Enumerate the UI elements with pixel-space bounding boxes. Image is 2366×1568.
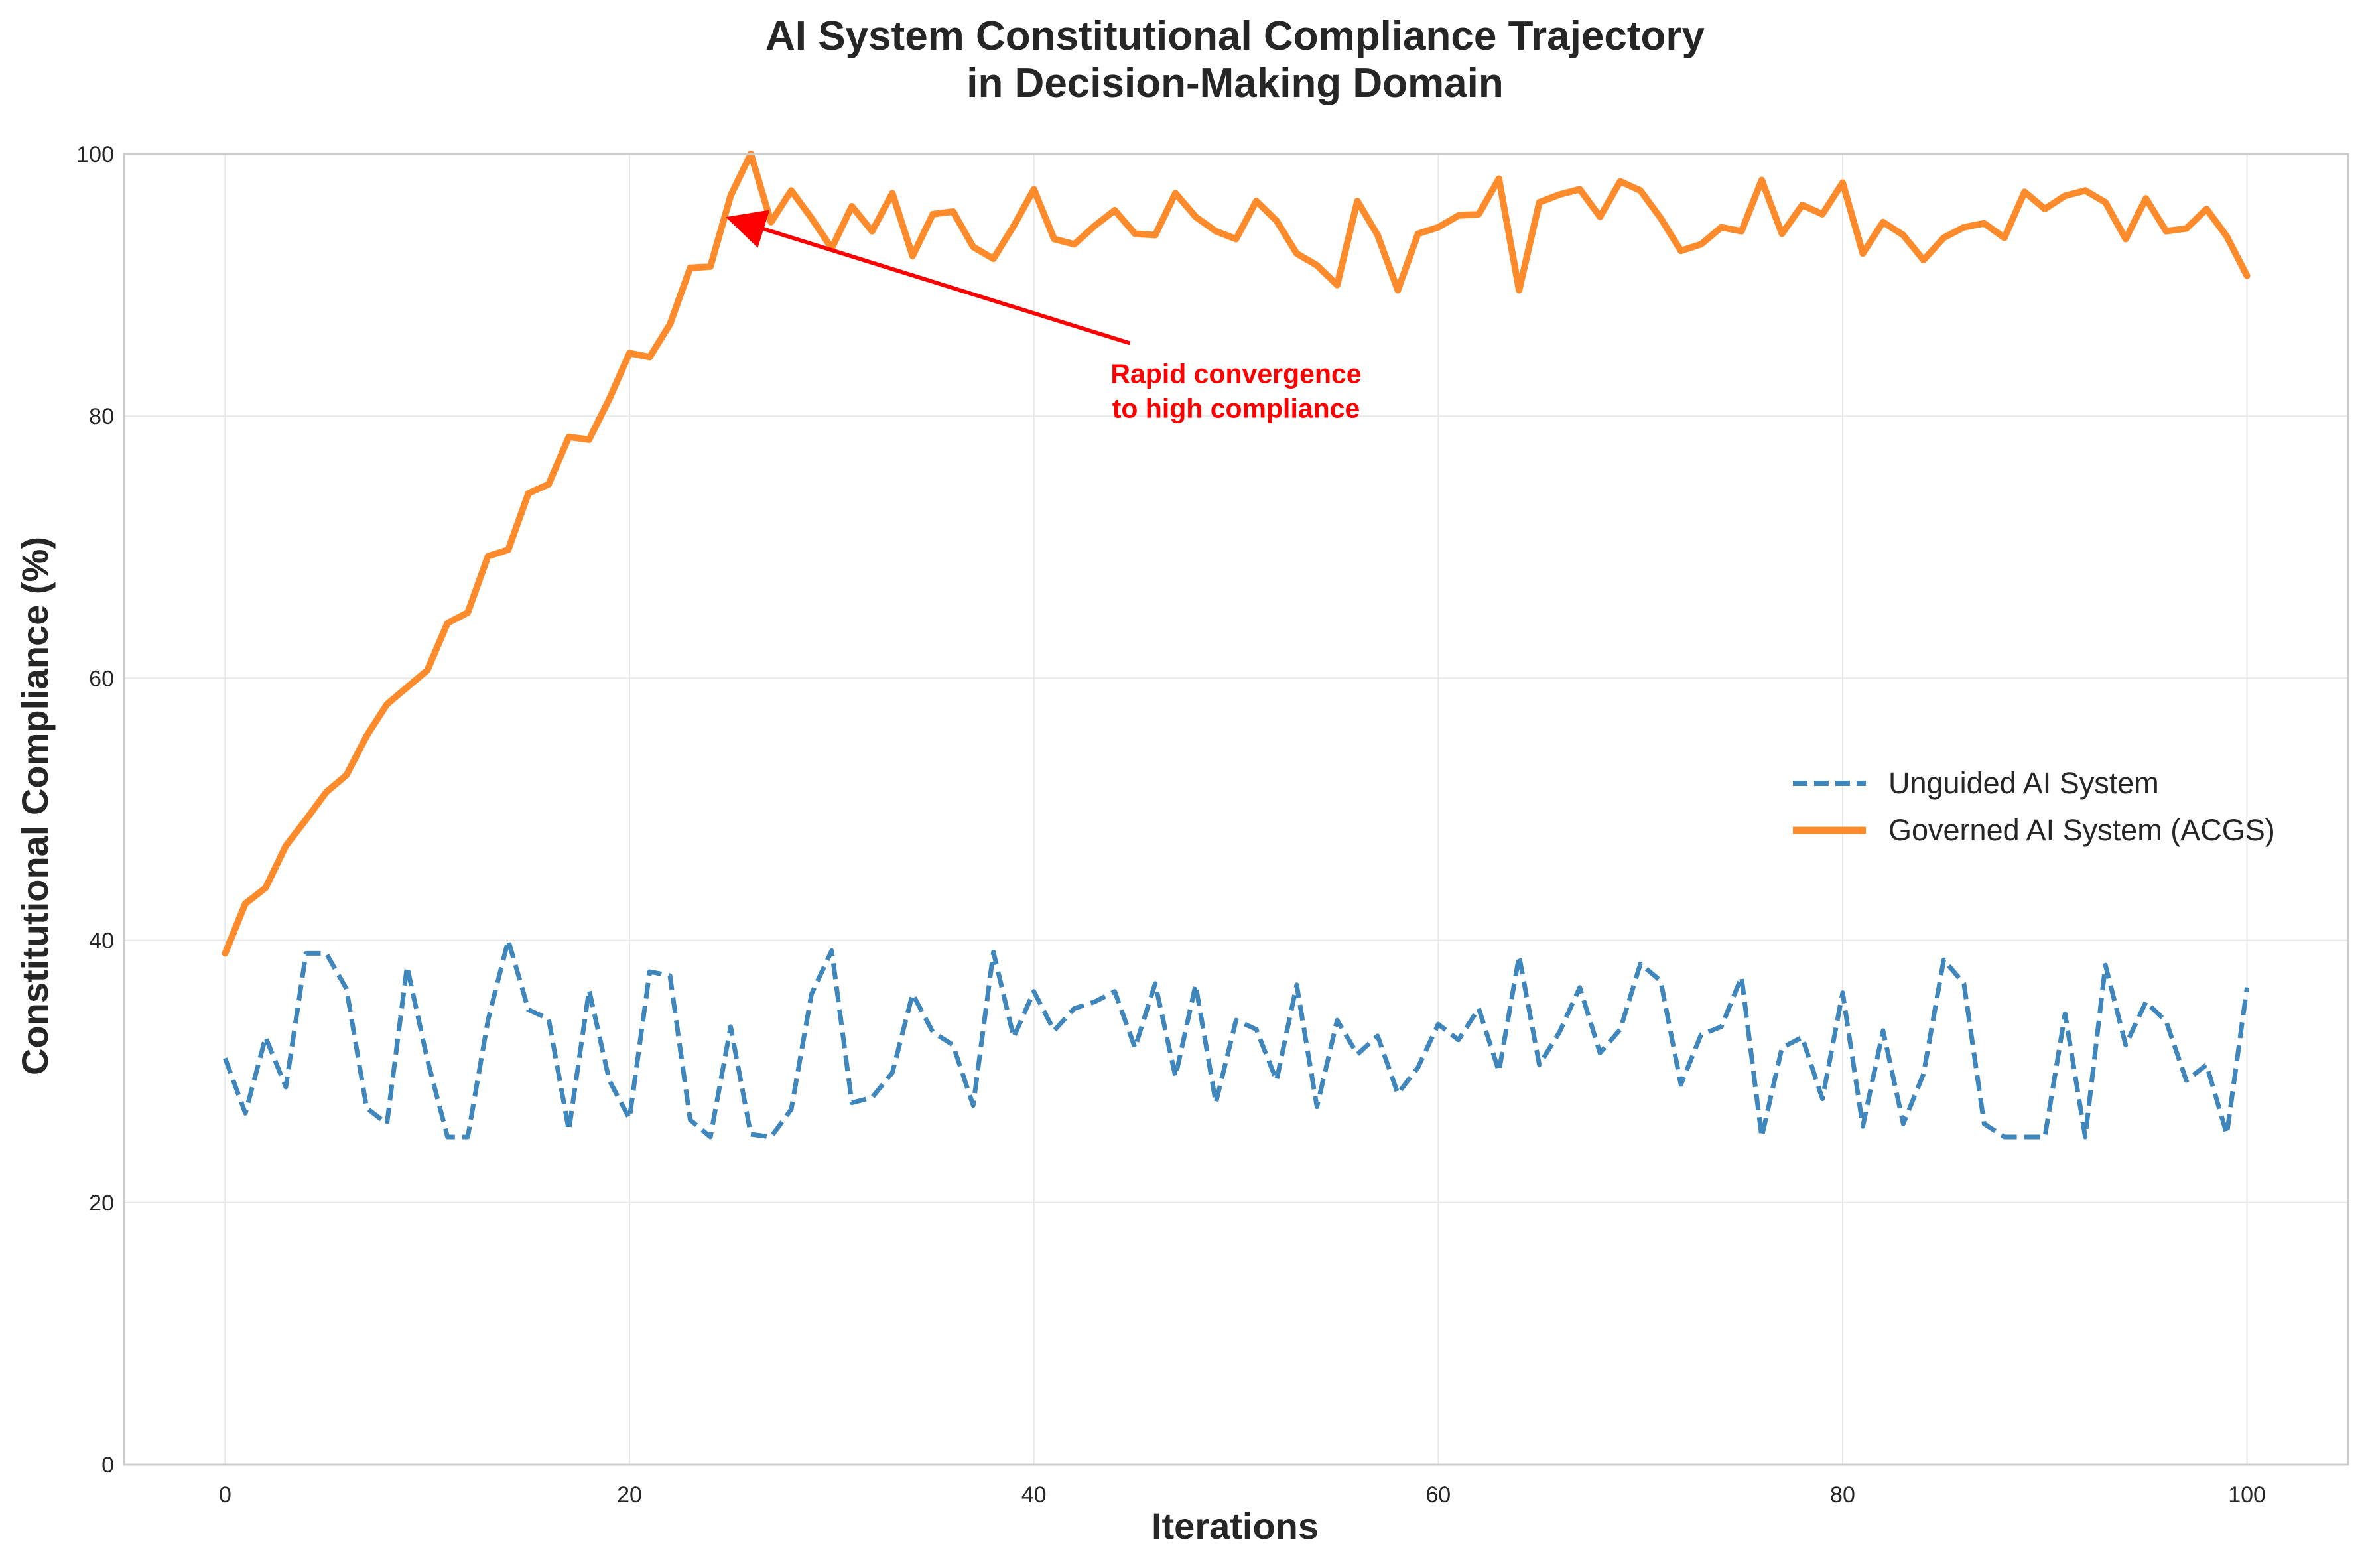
plot-area: 0 20 40 60 80 100 0 20 40 60 80 100 Rapid converge… bbox=[76, 142, 2349, 1508]
legend-label-governed: Governed AI System (ACGS) bbox=[1888, 813, 2275, 847]
grid-lines bbox=[124, 153, 2348, 1465]
x-axis-ticks: 0 20 40 60 80 100 bbox=[219, 1482, 2266, 1508]
y-tick-label: 100 bbox=[76, 142, 114, 167]
y-tick-label: 0 bbox=[101, 1453, 114, 1478]
x-tick-label: 20 bbox=[617, 1482, 642, 1508]
annotation-text-line2: to high compliance bbox=[1112, 393, 1360, 423]
y-tick-label: 80 bbox=[89, 404, 114, 429]
y-tick-label: 60 bbox=[89, 666, 114, 691]
legend-label-unguided: Unguided AI System bbox=[1888, 766, 2159, 800]
x-tick-label: 80 bbox=[1830, 1482, 1855, 1508]
series-line-unguided bbox=[223, 938, 2250, 1140]
x-tick-label: 100 bbox=[2228, 1482, 2266, 1508]
y-axis-ticks: 0 20 40 60 80 100 bbox=[76, 142, 114, 1478]
annotation-text-line1: Rapid convergence bbox=[1110, 358, 1361, 389]
series-lines bbox=[222, 151, 2251, 1140]
x-axis-label: Iterations bbox=[1151, 1505, 1319, 1547]
y-axis-label: Constitutional Compliance (%) bbox=[14, 537, 56, 1075]
x-tick-label: 60 bbox=[1425, 1482, 1451, 1508]
x-tick-label: 40 bbox=[1021, 1482, 1047, 1508]
legend: Unguided AI System Governed AI System (A… bbox=[1793, 766, 2275, 847]
x-tick-label: 0 bbox=[219, 1482, 231, 1508]
series-line-governed bbox=[222, 151, 2251, 957]
plot-frame bbox=[123, 153, 2349, 1466]
annotation-arrow bbox=[726, 210, 1131, 346]
chart-title-line1: AI System Constitutional Compliance Traj… bbox=[765, 13, 1705, 59]
y-tick-label: 40 bbox=[89, 929, 114, 954]
y-tick-label: 20 bbox=[89, 1191, 114, 1216]
chart-title-line2: in Decision-Making Domain bbox=[966, 60, 1504, 106]
annotation: Rapid convergence to high compliance bbox=[726, 210, 1362, 423]
